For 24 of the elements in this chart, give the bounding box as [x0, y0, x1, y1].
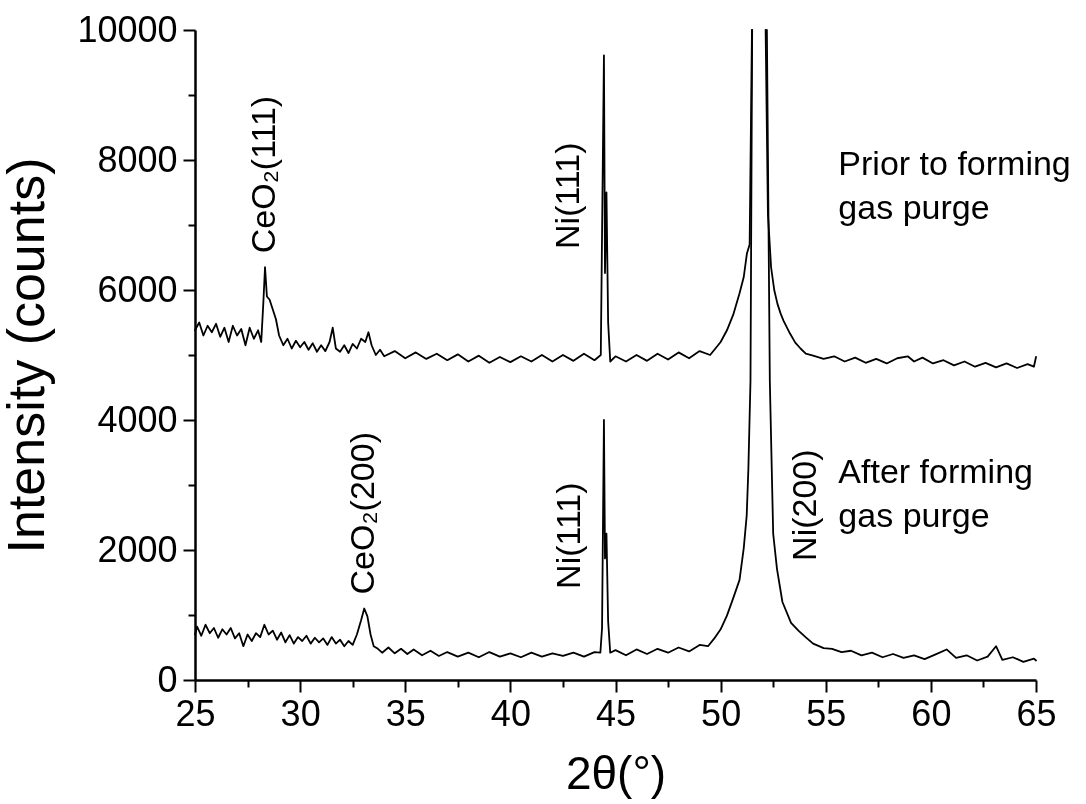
y-tick-label: 6000: [97, 268, 178, 310]
x-tick-label: 35: [385, 692, 426, 734]
y-axis-title: Intensity (counts): [0, 157, 56, 554]
x-tick-label: 55: [806, 692, 847, 734]
annotation: Ni(111): [548, 482, 587, 589]
text: Prior to forming gas purge: [838, 143, 1071, 226]
series-label: After forming gas purge: [838, 451, 1033, 534]
x-tick-label: 25: [175, 692, 216, 734]
annotation: CeO₂(111): [244, 95, 283, 254]
x-tick-label: 50: [701, 692, 742, 734]
y-tick-label: 4000: [97, 398, 178, 440]
x-tick-label: 40: [490, 692, 531, 734]
y-tick-label: 0: [157, 658, 178, 700]
y-tick-label: 2000: [97, 528, 178, 570]
x-tick-label: 65: [1016, 692, 1057, 734]
y-tick-label: 8000: [97, 138, 178, 180]
annotation: CeO₂(200): [343, 432, 382, 595]
x-axis-title: 2θ(°): [565, 746, 667, 799]
y-tick-label: 10000: [77, 8, 178, 50]
x-tick-label: 45: [595, 692, 637, 734]
x-tick-label: 60: [911, 692, 952, 734]
x-tick-label: 30: [280, 692, 321, 734]
annotation: Ni(200): [784, 449, 823, 561]
annotation: Ni(111): [548, 142, 587, 249]
